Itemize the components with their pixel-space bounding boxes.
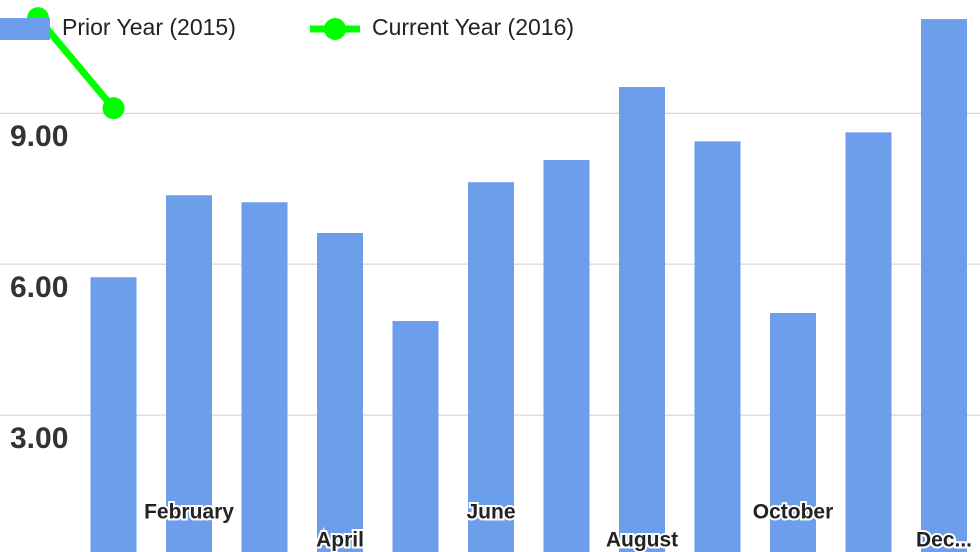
x-tick-label: June: [466, 501, 515, 524]
bar: [90, 277, 137, 552]
bar: [619, 87, 665, 552]
legend-swatch: [324, 18, 346, 40]
bar: [921, 19, 967, 552]
legend-swatch: [0, 18, 50, 40]
line: [35, 15, 117, 111]
x-tick-label: February: [144, 501, 234, 524]
bar: [166, 195, 212, 552]
y-tick-label: 3.00: [10, 422, 68, 455]
bar: [468, 182, 514, 552]
bar: [694, 141, 741, 552]
x-tick-label: April: [316, 529, 364, 552]
bar: [770, 312, 816, 552]
y-tick-label: 6.00: [10, 271, 68, 304]
legend-label: Current Year (2016): [372, 14, 574, 40]
y-tick-label: 9.00: [10, 120, 68, 153]
bar: [392, 321, 439, 552]
bar: [845, 132, 892, 552]
bar: [241, 202, 288, 552]
x-tick-label: August: [606, 529, 678, 552]
x-tick-label: Dec...: [916, 529, 972, 552]
legend-label: Prior Year (2015): [62, 14, 236, 40]
line-point: [102, 97, 125, 120]
bar: [543, 160, 590, 552]
bar: [317, 232, 363, 552]
x-tick-label: October: [753, 501, 834, 524]
